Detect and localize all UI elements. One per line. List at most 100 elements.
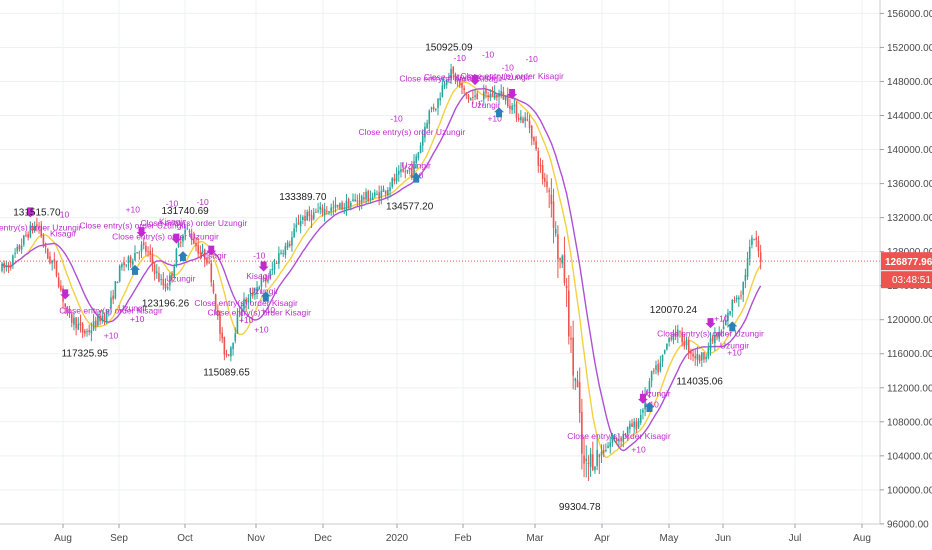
signal-arrow-down-icon	[258, 261, 269, 272]
signal-label: Close entry(s) order Uzungir	[112, 232, 219, 242]
candle-body	[391, 178, 394, 187]
last-price-badge	[881, 252, 932, 271]
signal-label: Uzungir	[249, 286, 278, 296]
candle-body	[86, 331, 88, 333]
candle-body	[288, 244, 291, 247]
signal-arrow-down-icon	[60, 289, 71, 300]
candle-body	[227, 354, 230, 356]
candle-body	[546, 181, 548, 188]
candle-body	[681, 331, 683, 343]
signal-label: +10	[261, 305, 276, 315]
time-tick-label: Feb	[454, 533, 472, 544]
candle-body	[230, 347, 232, 357]
signal-label: Uzungir	[720, 341, 749, 351]
candle-body	[12, 255, 14, 266]
candle-body	[241, 308, 243, 316]
candle-body	[685, 341, 688, 346]
candle-body	[594, 466, 596, 471]
candle-body	[589, 453, 592, 467]
candle-body	[472, 96, 474, 98]
candle-body	[326, 210, 328, 212]
candle-body	[709, 338, 712, 351]
candle-body	[334, 204, 337, 208]
candle-body	[142, 242, 145, 245]
signal-arrow-down-icon	[470, 75, 481, 86]
signal-arrow-down-icon	[507, 89, 518, 100]
time-axis[interactable]: Aug Sep Oct Nov Dec 2020 Feb Mar Apr May Jun Jul Aug	[0, 523, 880, 550]
signal-label: +10	[126, 204, 141, 214]
candle-body	[506, 94, 509, 107]
candle-body	[92, 321, 95, 330]
candle-body	[753, 239, 755, 241]
candle-body	[548, 190, 550, 192]
signal-arrow-down-icon	[171, 233, 182, 244]
price-tick-label: 104000.00	[887, 451, 932, 462]
signal-arrow-up-icon	[727, 321, 738, 332]
candle-body	[293, 228, 295, 238]
candle-body	[602, 450, 605, 454]
candle-body	[395, 173, 398, 182]
signal-arrow-down-icon	[206, 245, 217, 256]
signal-label: Close entry(s) order Kisagir	[399, 73, 503, 83]
candle-body	[626, 427, 629, 435]
signal-label: Close entry(s) order Kisagir	[194, 298, 298, 308]
candle-body	[500, 91, 503, 96]
candle-body	[44, 243, 47, 248]
price-tick-label: 152000.00	[887, 43, 932, 54]
candle-body	[576, 380, 579, 388]
candle-body	[190, 233, 193, 241]
signal-label: -10	[57, 210, 70, 220]
time-tick-label: Sep	[110, 533, 128, 544]
candle-body	[7, 264, 10, 268]
candle-body	[587, 462, 590, 464]
candle-body	[245, 298, 247, 305]
candle-body	[169, 275, 171, 286]
candle-body	[428, 110, 431, 124]
candle-body	[478, 101, 481, 103]
candle-body	[454, 73, 457, 81]
signal-arrow-up-icon	[411, 172, 422, 183]
candle-body	[565, 285, 568, 289]
candle-body	[382, 189, 385, 192]
signal-arrow-down-icon	[705, 318, 716, 329]
price-tick-label: 100000.00	[887, 485, 932, 496]
candle-body	[476, 93, 479, 100]
candle-body	[384, 190, 387, 194]
extreme-price-label: 134577.20	[386, 202, 434, 213]
candle-body	[208, 261, 210, 263]
candle-body	[1, 263, 3, 271]
candle-body	[16, 246, 19, 252]
candle-body	[118, 265, 121, 282]
candle-body	[145, 245, 147, 252]
candle-body	[714, 335, 716, 344]
candle-body	[33, 226, 36, 232]
signal-label: -10	[196, 197, 209, 207]
candle-body	[110, 297, 112, 309]
candle-body	[639, 414, 642, 423]
candle-body	[273, 263, 276, 270]
signal-label: Close entry(s) order Kisagir	[567, 431, 671, 441]
price-tick-label: 140000.00	[887, 145, 932, 156]
signal-arrow-down-icon	[637, 393, 648, 404]
candle-body	[367, 191, 370, 202]
candle-body	[164, 283, 167, 289]
candle-body	[247, 298, 250, 303]
candle-body	[75, 317, 77, 329]
candle-body	[295, 224, 298, 228]
candle-body	[77, 323, 80, 330]
candle-body	[38, 225, 40, 229]
candle-body	[166, 287, 169, 289]
candle-body	[432, 106, 435, 110]
candle-body	[389, 187, 391, 192]
candle-body	[214, 294, 217, 310]
candle-body	[319, 206, 322, 210]
candle-body	[140, 244, 143, 252]
candle-body	[371, 196, 374, 200]
candle-body	[474, 95, 476, 97]
candle-body	[312, 212, 315, 219]
candle-body	[554, 228, 557, 234]
candle-body	[212, 283, 215, 293]
candle-body	[310, 215, 313, 221]
candle-body	[114, 281, 117, 299]
